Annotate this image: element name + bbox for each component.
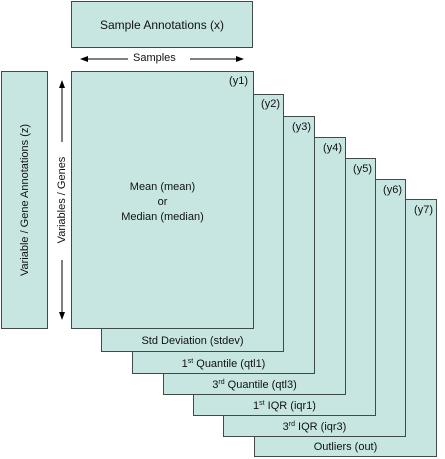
layer-y1-tag: (y1) [229, 75, 248, 87]
layer-y6-tag: (y6) [383, 184, 402, 196]
variables-label: Variables / Genes [56, 156, 68, 244]
sample-annotations-box: Sample Annotations (x) [71, 1, 253, 48]
main-statistic-text: Mean (mean) or Median (median) [72, 180, 253, 225]
layer-y7-tag: (y7) [414, 204, 433, 216]
layer-y1: (y1) Mean (mean) or Median (median) [71, 71, 254, 329]
layer-y5-tag: (y5) [353, 163, 372, 175]
layer-y4-label: 3rd Quantile (qtl3) [212, 379, 297, 391]
layer-y6-label: 3rd IQR (iqr3) [282, 421, 347, 433]
layer-y2-tag: (y2) [261, 98, 280, 110]
layer-y5-label: 1st IQR (iqr1) [253, 400, 316, 412]
main-text-line2: or [157, 196, 168, 208]
layer-y7-label: Outliers (out) [313, 441, 378, 453]
samples-label: Samples [133, 52, 176, 64]
layer-y4-tag: (y4) [323, 142, 342, 154]
variable-annotations-box: Variable / Gene Annotations (z) [1, 71, 48, 329]
main-text-line1: Mean (mean) [129, 181, 196, 193]
layer-y3-label: 1st Quantile (qtl1) [181, 358, 266, 370]
main-text-line3: Median (median) [121, 211, 204, 223]
sample-annotations-label: Sample Annotations (x) [99, 18, 225, 32]
layer-y3-tag: (y3) [292, 121, 311, 133]
layer-y2-label: Std Deviation (stdev) [141, 335, 244, 347]
